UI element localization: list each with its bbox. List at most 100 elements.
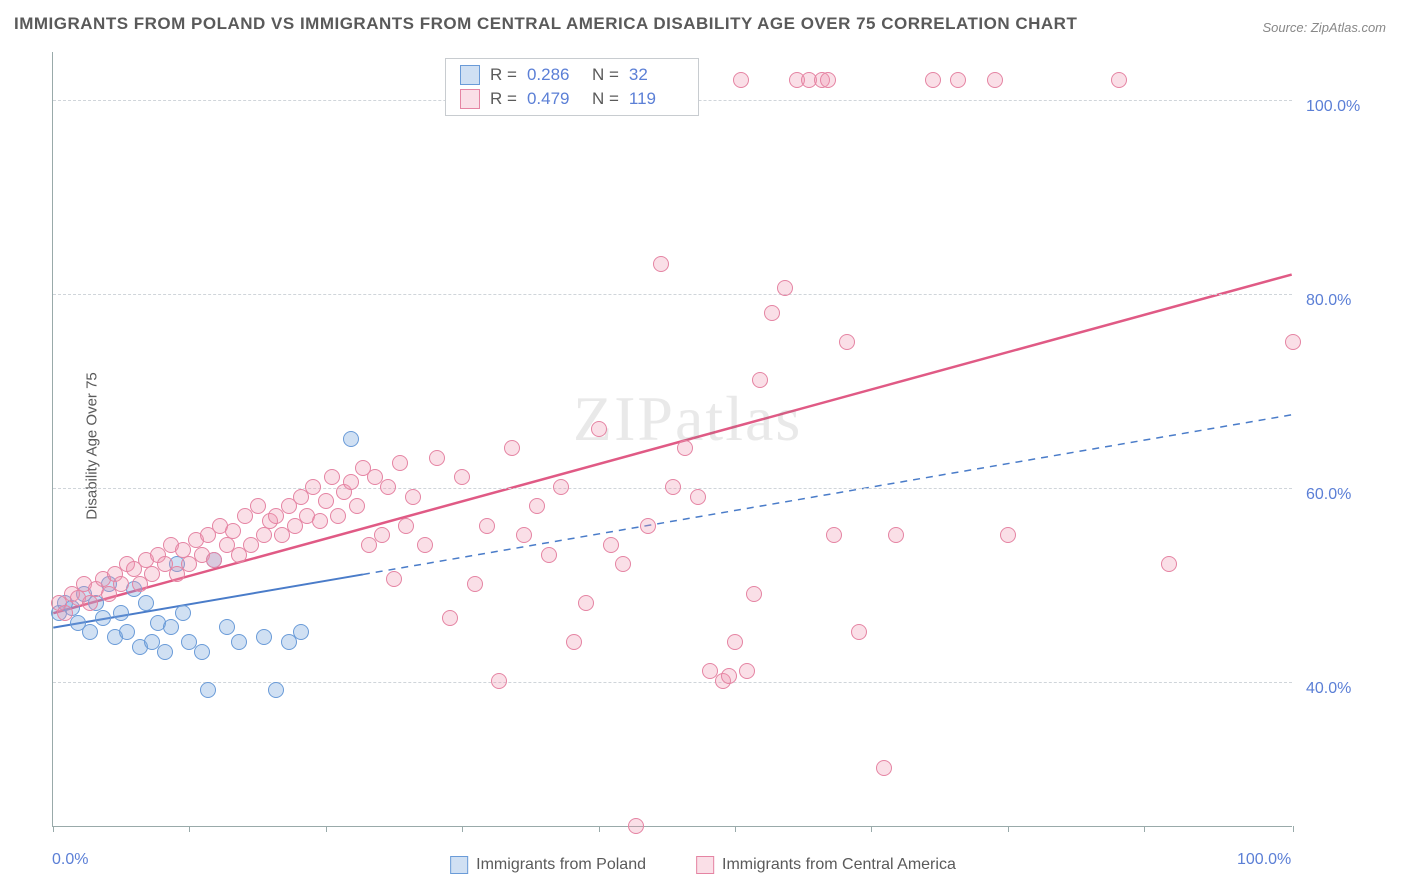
legend-label: Immigrants from Central America: [722, 856, 956, 874]
scatter-point: [925, 72, 941, 88]
scatter-point: [57, 605, 73, 621]
legend-swatch: [450, 856, 468, 874]
stat-n-value: 119: [629, 89, 684, 109]
scatter-point: [219, 619, 235, 635]
scatter-point: [312, 513, 328, 529]
stat-label: R =: [490, 65, 517, 85]
scatter-point: [250, 498, 266, 514]
legend-swatch: [460, 89, 480, 109]
scatter-point: [392, 455, 408, 471]
scatter-point: [194, 644, 210, 660]
stats-row: R =0.479N =119: [446, 87, 698, 111]
scatter-point: [206, 552, 222, 568]
scatter-point: [566, 634, 582, 650]
scatter-point: [119, 624, 135, 640]
legend-label: Immigrants from Poland: [476, 856, 646, 874]
x-tick-label: 0.0%: [52, 851, 88, 869]
scatter-point: [163, 619, 179, 635]
scatter-point: [417, 537, 433, 553]
scatter-point: [349, 498, 365, 514]
x-tick: [326, 826, 327, 832]
scatter-point: [318, 493, 334, 509]
y-tick-label: 40.0%: [1306, 680, 1376, 698]
scatter-point: [95, 610, 111, 626]
scatter-point: [876, 760, 892, 776]
scatter-point: [138, 595, 154, 611]
gridline: [53, 294, 1292, 295]
scatter-point: [386, 571, 402, 587]
scatter-point: [640, 518, 656, 534]
y-tick-label: 80.0%: [1306, 292, 1376, 310]
scatter-point: [429, 450, 445, 466]
legend-swatch: [460, 65, 480, 85]
scatter-point: [733, 72, 749, 88]
source-attribution: Source: ZipAtlas.com: [1262, 20, 1386, 35]
scatter-point: [491, 673, 507, 689]
scatter-point: [826, 527, 842, 543]
trend-lines-layer: [53, 52, 1292, 826]
x-tick: [1144, 826, 1145, 832]
scatter-point: [721, 668, 737, 684]
scatter-point: [820, 72, 836, 88]
scatter-point: [157, 644, 173, 660]
scatter-point: [628, 818, 644, 834]
correlation-stats-box: R =0.286N =32R =0.479N =119: [445, 58, 699, 116]
trend-line-dashed: [363, 415, 1292, 575]
scatter-point: [615, 556, 631, 572]
scatter-point: [175, 605, 191, 621]
scatter-point: [467, 576, 483, 592]
stat-r-value: 0.479: [527, 89, 582, 109]
scatter-point: [479, 518, 495, 534]
scatter-point: [293, 624, 309, 640]
stat-label: N =: [592, 89, 619, 109]
scatter-point: [764, 305, 780, 321]
scatter-point: [200, 682, 216, 698]
x-tick: [1293, 826, 1294, 832]
scatter-point: [516, 527, 532, 543]
scatter-point: [653, 256, 669, 272]
scatter-point: [405, 489, 421, 505]
scatter-point: [343, 474, 359, 490]
legend-item: Immigrants from Central America: [696, 856, 956, 874]
scatter-point: [1000, 527, 1016, 543]
scatter-point: [950, 72, 966, 88]
scatter-point: [380, 479, 396, 495]
gridline: [53, 682, 1292, 683]
scatter-point: [752, 372, 768, 388]
scatter-point: [739, 663, 755, 679]
scatter-point: [113, 605, 129, 621]
scatter-point: [374, 527, 390, 543]
legend-swatch: [696, 856, 714, 874]
scatter-point: [677, 440, 693, 456]
scatter-point: [1161, 556, 1177, 572]
scatter-point: [553, 479, 569, 495]
scatter-point: [113, 576, 129, 592]
scatter-point: [256, 527, 272, 543]
scatter-point: [888, 527, 904, 543]
scatter-point: [541, 547, 557, 563]
scatter-point: [324, 469, 340, 485]
x-tick-label: 100.0%: [1237, 851, 1291, 869]
x-tick: [462, 826, 463, 832]
x-tick: [1008, 826, 1009, 832]
stat-label: N =: [592, 65, 619, 85]
x-tick: [735, 826, 736, 832]
scatter-point: [727, 634, 743, 650]
scatter-point: [591, 421, 607, 437]
chart-title: IMMIGRANTS FROM POLAND VS IMMIGRANTS FRO…: [14, 14, 1077, 34]
scatter-point: [1111, 72, 1127, 88]
scatter-point: [442, 610, 458, 626]
scatter-point: [746, 586, 762, 602]
scatter-point: [225, 523, 241, 539]
x-tick: [599, 826, 600, 832]
scatter-point: [256, 629, 272, 645]
scatter-point: [987, 72, 1003, 88]
scatter-point: [690, 489, 706, 505]
scatter-point: [82, 624, 98, 640]
scatter-point: [305, 479, 321, 495]
scatter-point: [504, 440, 520, 456]
scatter-point: [529, 498, 545, 514]
scatter-point: [578, 595, 594, 611]
scatter-point: [454, 469, 470, 485]
y-tick-label: 60.0%: [1306, 486, 1376, 504]
